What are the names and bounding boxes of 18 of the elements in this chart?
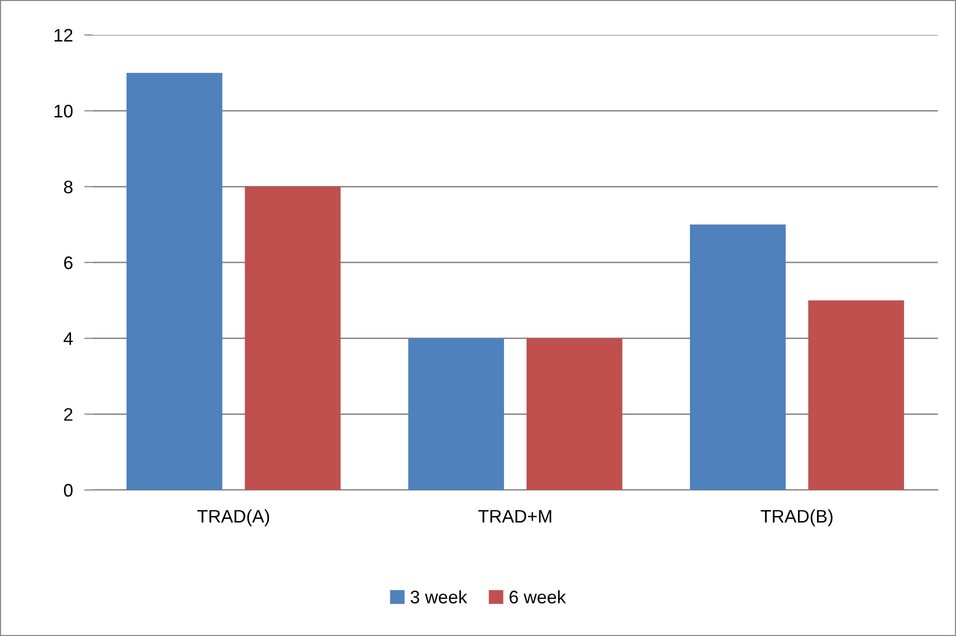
y-tick-label: 10 — [54, 104, 73, 118]
bar — [526, 338, 622, 490]
x-tick-label: TRAD+M — [478, 510, 552, 523]
y-tick-label: 6 — [64, 256, 72, 270]
bar — [690, 224, 786, 490]
legend-label: 3 week — [410, 590, 468, 604]
bar — [408, 338, 504, 490]
y-tick-label: 4 — [64, 332, 73, 345]
x-tick-label: TRAD(B) — [760, 509, 832, 526]
x-tick-label: TRAD(A) — [197, 509, 270, 526]
bar — [244, 186, 341, 490]
y-tick-label: 8 — [64, 180, 73, 194]
y-tick-label: 12 — [54, 28, 72, 42]
bar — [126, 72, 222, 490]
legend-label: 6 week — [510, 590, 566, 604]
y-tick-label: 2 — [64, 408, 72, 421]
y-tick-label: 0 — [64, 484, 73, 497]
bar — [808, 300, 904, 490]
